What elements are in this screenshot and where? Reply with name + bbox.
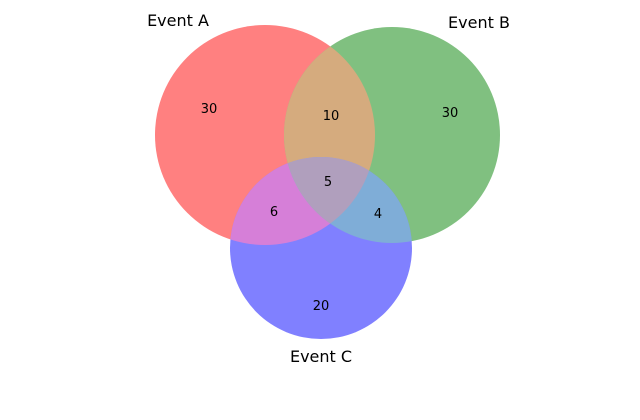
count-b-c: 4	[374, 207, 382, 222]
label-event-a: Event A	[147, 11, 209, 30]
count-a-b: 10	[323, 109, 340, 124]
region-b-and-c	[284, 157, 412, 243]
label-event-c: Event C	[290, 347, 352, 366]
label-event-b: Event B	[448, 13, 510, 32]
count-c-only: 20	[313, 299, 330, 314]
count-a-c: 6	[270, 205, 278, 220]
count-a-b-c: 5	[324, 175, 332, 190]
count-b-only: 30	[442, 106, 459, 121]
count-a-only: 30	[201, 102, 218, 117]
